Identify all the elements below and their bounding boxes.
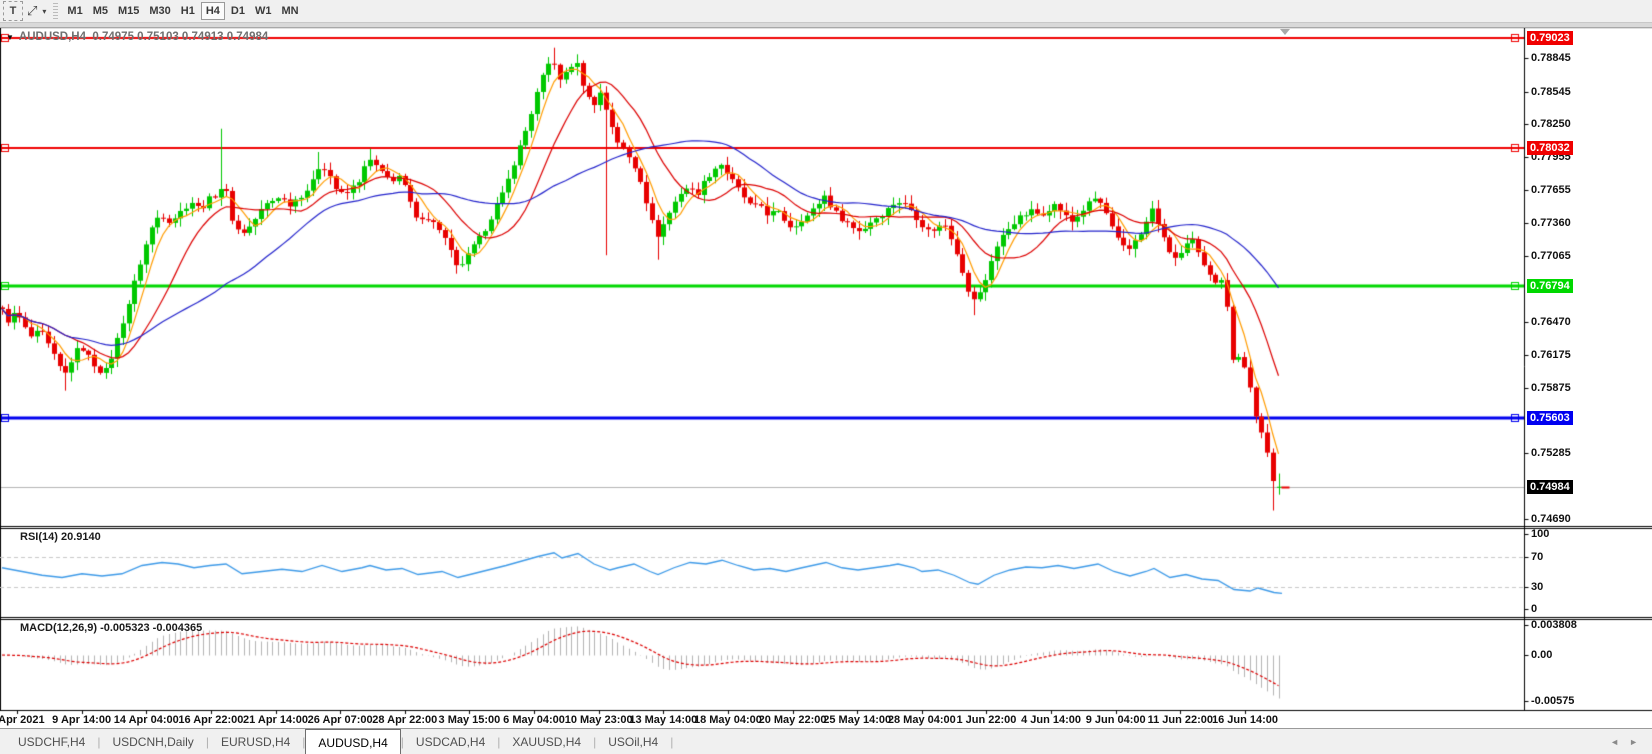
timeframe-button-mn[interactable]: MN: [281, 5, 299, 17]
tab-divider: |: [205, 735, 209, 749]
price-axis-label: 0.77065: [1531, 249, 1571, 262]
timeframe-button-m15[interactable]: M15: [117, 5, 140, 17]
price-axis-label: 0.75285: [1531, 447, 1571, 460]
chart-tab-bar: USDCHF,H4 | USDCNH,Daily | EURUSD,H4 | AUDUSD,…: [0, 728, 1652, 754]
chart-tab-audusd[interactable]: AUDUSD,H4: [305, 729, 401, 754]
date-axis-label: 1 Jun 22:00: [956, 714, 1017, 726]
date-axis-label: 13 May 14:00: [629, 714, 698, 726]
cursor-tool-caret-icon[interactable]: ▾: [42, 6, 47, 16]
tab-scroll-left-icon[interactable]: ◄: [1610, 737, 1620, 747]
date-axis-label: 26 Apr 07:00: [307, 714, 373, 726]
chart-tab-usdcnh[interactable]: USDCNH,Daily: [112, 735, 194, 749]
date-axis-label: 11 Jun 22:00: [1147, 714, 1214, 726]
top-toolbar: T ⤢ ▾ M1 M5 M15 M30 H1 H4 D1 W1 MN: [0, 0, 1652, 23]
tab-scroll-arrows: ◄ ►: [1610, 729, 1652, 754]
rsi-axis-label: 30: [1531, 580, 1544, 593]
timeframe-button-h1[interactable]: H1: [180, 5, 195, 17]
cursor-tool-icon[interactable]: ⤢: [27, 3, 38, 18]
timeframe-button-m1[interactable]: M1: [67, 5, 83, 17]
date-axis-label: 4 Jun 14:00: [1021, 714, 1082, 726]
timeframe-button-group: M1 M5 M15 M30 H1 H4 D1 W1 MN: [62, 2, 303, 20]
hline-price-badge: 0.78032: [1527, 141, 1573, 156]
price-axis-label: 0.75875: [1531, 381, 1571, 394]
macd-axis-label: 0.003808: [1531, 618, 1577, 631]
current-price-badge: 0.74984: [1527, 479, 1573, 494]
hline-price-badge: 0.79023: [1527, 31, 1573, 46]
timeframe-button-d1[interactable]: D1: [230, 5, 245, 17]
price-axis-label: 0.77360: [1531, 217, 1571, 230]
rsi-axis-label: 0: [1531, 603, 1538, 615]
chart-title-marker-icon: ▼: [6, 32, 14, 42]
rsi-axis-label: 70: [1531, 550, 1544, 563]
chart-tab-usdchf[interactable]: USDCHF,H4: [18, 735, 86, 749]
chart-tab-eurusd[interactable]: EURUSD,H4: [220, 735, 291, 749]
date-axis-label: 16 Apr 22:00: [178, 714, 244, 726]
timeframe-button-h4[interactable]: H4: [200, 2, 225, 20]
chart-tab-xauusd[interactable]: XAUUSD,H4: [512, 735, 582, 749]
chart-title: AUDUSD,H4 0.74975 0.75103 0.74913 0.7498…: [18, 31, 269, 43]
price-axis-label: 0.78250: [1531, 118, 1571, 131]
price-axis-label: 0.77655: [1531, 184, 1571, 197]
chart-title-row: ▼ AUDUSD,H4 0.74975 0.75103 0.74913 0.74…: [6, 31, 268, 43]
date-axis-label: 6 May 04:00: [503, 714, 565, 726]
date-axis-label: 25 May 14:00: [823, 714, 892, 726]
price-axis-label: 0.74690: [1531, 513, 1571, 526]
date-axis-label: 18 May 04:00: [693, 714, 762, 726]
date-axis-label: 28 Apr 22:00: [372, 714, 438, 726]
hline-price-badge: 0.76794: [1527, 278, 1573, 293]
chart-shift-marker-icon[interactable]: [1280, 29, 1290, 35]
tab-divider: |: [97, 735, 101, 749]
text-tool-icon[interactable]: T: [3, 1, 23, 21]
rsi-indicator-label: RSI(14) 20.9140: [20, 531, 101, 543]
date-axis-label: 9 Jun 04:00: [1085, 714, 1146, 726]
tab-scroll-right-icon[interactable]: ►: [1629, 737, 1638, 747]
timeframe-button-w1[interactable]: W1: [254, 5, 272, 17]
rsi-axis-label: 100: [1531, 528, 1550, 540]
timeframe-button-m30[interactable]: M30: [149, 5, 171, 17]
tab-divider: |: [497, 735, 501, 749]
date-axis-label: 6 Apr 2021: [0, 714, 45, 726]
price-axis-label: 0.78845: [1531, 52, 1571, 65]
chart-tab-usoil[interactable]: USOil,H4: [608, 735, 659, 749]
tab-divider: |: [302, 735, 306, 749]
date-axis-label: 9 Apr 14:00: [52, 714, 112, 726]
toolbar-separator: [53, 3, 59, 19]
date-axis-label: 14 Apr 04:00: [113, 714, 179, 726]
tab-divider: |: [593, 735, 597, 749]
tab-divider: |: [670, 735, 674, 749]
macd-axis-label: 0.00: [1531, 649, 1553, 661]
date-axis-label: 21 Apr 14:00: [243, 714, 309, 726]
chart-tab-usdcad[interactable]: USDCAD,H4: [415, 735, 486, 749]
date-axis-label: 10 May 23:00: [564, 714, 633, 726]
date-axis-label: 16 Jun 14:00: [1211, 714, 1278, 726]
price-axis-label: 0.76470: [1531, 315, 1571, 328]
price-axis-label: 0.76175: [1531, 348, 1571, 361]
tab-divider: |: [400, 735, 404, 749]
timeframe-button-m5[interactable]: M5: [92, 5, 108, 17]
date-axis-label: 3 May 15:00: [438, 714, 501, 726]
macd-indicator-label: MACD(12,26,9) -0.005323 -0.004365: [20, 622, 203, 634]
date-axis-label: 28 May 04:00: [887, 714, 956, 726]
chart-horizontal-scrollbar[interactable]: [0, 23, 1652, 28]
price-axis-label: 0.78545: [1531, 85, 1571, 98]
hline-price-badge: 0.75603: [1527, 411, 1573, 426]
date-axis-label: 20 May 22:00: [758, 714, 827, 726]
macd-axis-label: -0.00575: [1531, 695, 1575, 707]
